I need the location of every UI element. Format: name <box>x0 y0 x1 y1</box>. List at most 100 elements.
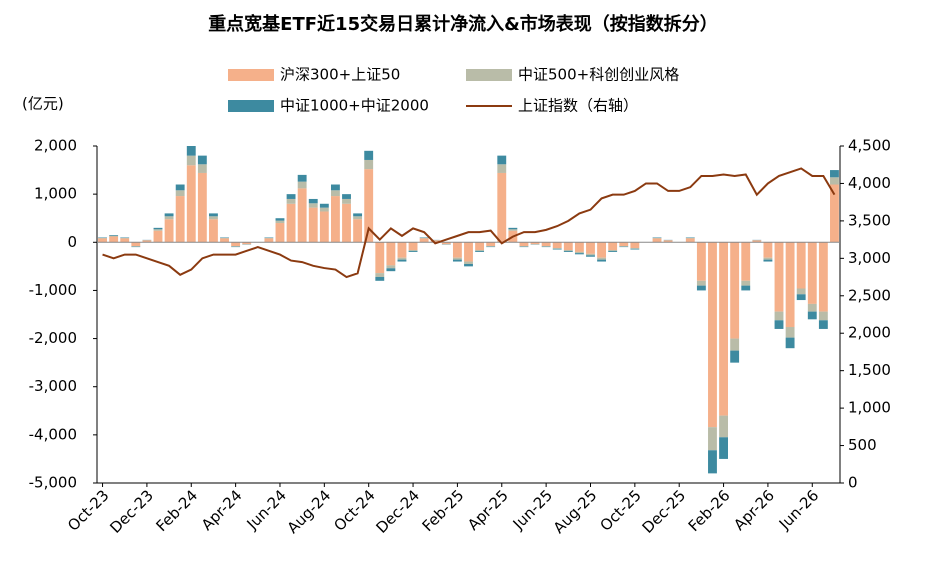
bar <box>719 242 728 416</box>
bar <box>486 242 496 247</box>
bar <box>353 219 363 243</box>
y-tick-label: -4,000 <box>29 425 77 443</box>
bar <box>785 337 795 349</box>
bar <box>386 265 396 269</box>
bar <box>497 172 507 243</box>
bar <box>319 211 329 243</box>
y2-tick-label: 1,000 <box>848 399 891 417</box>
bar <box>774 320 784 329</box>
bar <box>175 190 185 197</box>
bar <box>186 165 196 243</box>
bar <box>452 257 462 260</box>
bar <box>408 250 418 252</box>
bar <box>452 242 462 258</box>
bar <box>364 169 374 243</box>
bar <box>364 159 374 170</box>
bar <box>375 273 385 277</box>
bar <box>297 181 307 189</box>
bar <box>708 427 717 451</box>
bar <box>397 257 407 260</box>
x-tick-label: Feb-25 <box>419 486 468 535</box>
bar <box>608 242 618 250</box>
bar <box>763 259 773 262</box>
y-tick-label: 1,000 <box>34 185 77 203</box>
y2-tick-label: 4,000 <box>848 174 891 192</box>
bar <box>830 184 839 243</box>
bar <box>164 219 174 243</box>
bar <box>286 194 296 199</box>
bar <box>730 242 740 339</box>
bar <box>452 259 462 262</box>
bar <box>608 250 618 252</box>
bar <box>464 261 473 264</box>
bar <box>342 194 351 199</box>
bar <box>508 227 518 230</box>
bar <box>375 242 385 274</box>
bar <box>408 242 418 250</box>
bar <box>353 213 363 217</box>
bar <box>286 198 296 204</box>
bar <box>220 238 229 243</box>
bar <box>464 263 473 267</box>
y2-tick-label: 1,500 <box>848 361 891 379</box>
bar <box>464 242 473 262</box>
legend-swatch <box>228 69 274 81</box>
bar <box>586 253 595 256</box>
bar <box>763 242 773 258</box>
x-tick-label: Oct-23 <box>64 486 112 534</box>
bar <box>708 242 717 428</box>
y2-tick-label: 2,500 <box>848 286 891 304</box>
bar <box>242 242 252 245</box>
y-tick-label: -1,000 <box>29 281 77 299</box>
bar <box>563 250 573 252</box>
legend-label: 沪深300+上证50 <box>280 66 400 84</box>
bar <box>574 251 584 254</box>
bar <box>586 255 595 257</box>
bar <box>430 240 440 243</box>
legend-label: 中证1000+中证2000 <box>280 97 429 115</box>
bar <box>319 207 329 212</box>
bar <box>696 280 706 286</box>
bar <box>818 311 828 321</box>
bar <box>563 242 573 250</box>
bar <box>763 257 773 260</box>
y2-tick-label: 3,000 <box>848 249 891 267</box>
legend-swatch <box>466 69 512 81</box>
bar <box>197 164 207 173</box>
x-tick-label: Feb-26 <box>685 486 734 535</box>
bar <box>752 240 762 243</box>
x-tick-label: Jun-26 <box>775 486 822 533</box>
bar <box>297 174 307 182</box>
bar <box>597 242 607 258</box>
bar <box>297 188 307 243</box>
bar <box>807 303 817 312</box>
bar <box>153 229 163 231</box>
bar <box>541 242 551 247</box>
x-tick-label: Oct-25 <box>596 486 644 534</box>
bar <box>708 450 717 474</box>
bar <box>475 250 485 252</box>
bar <box>353 216 363 220</box>
bar <box>630 248 640 249</box>
bar <box>397 259 407 262</box>
bar <box>275 218 285 221</box>
bar <box>774 242 784 312</box>
x-tick-label: Jun-24 <box>243 486 290 533</box>
bar <box>830 177 839 185</box>
x-tick-label: Aug-25 <box>550 486 601 537</box>
bar <box>364 150 374 160</box>
bar <box>563 249 573 251</box>
bar <box>186 146 196 156</box>
bar <box>175 184 185 191</box>
bar <box>785 327 795 338</box>
bar <box>519 242 529 247</box>
bar <box>386 268 396 272</box>
bar <box>741 280 751 286</box>
x-tick-label: Dec-24 <box>372 486 423 537</box>
bar <box>109 235 119 236</box>
bar <box>741 242 751 281</box>
bar <box>774 311 784 321</box>
y2-tick-label: 500 <box>848 436 877 454</box>
bar <box>330 196 340 243</box>
